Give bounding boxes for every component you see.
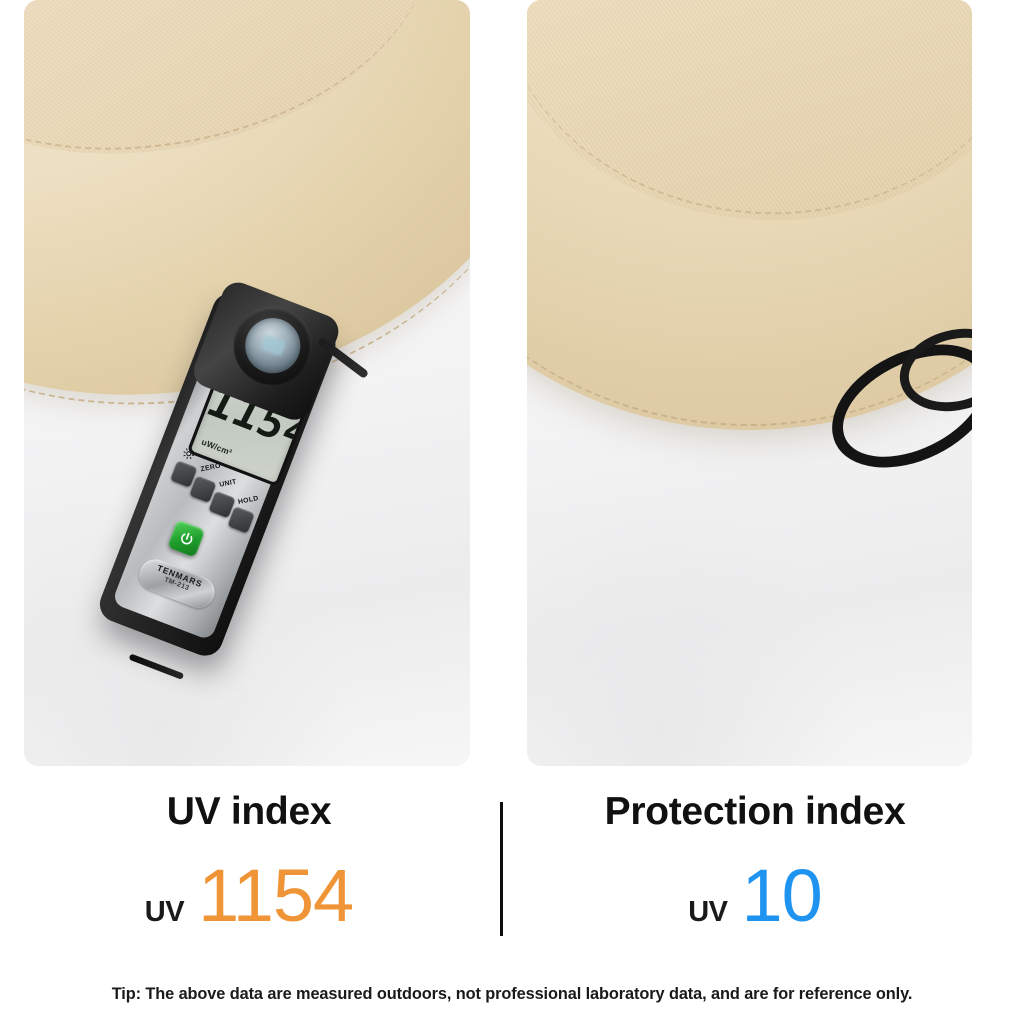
caption-area: UV index UV 1154 Protection index UV 10 <box>0 766 1024 966</box>
tip-text: Tip: The above data are measured outdoor… <box>111 985 913 1003</box>
uv-prefix-right: UV <box>688 896 728 928</box>
caption-divider <box>500 802 503 936</box>
sensor-lens-ring <box>222 295 324 397</box>
caption-title-left: UV index <box>166 790 332 833</box>
brand-badge: TENMARS TM-213 <box>134 554 220 613</box>
unit-button-label: UNIT <box>218 478 238 489</box>
lcd-unit-label: uW/cm² <box>200 437 234 458</box>
power-button[interactable] <box>167 519 206 558</box>
sensor-lens <box>237 310 309 382</box>
meter-button-row: ZERO UNIT HOLD <box>161 448 264 536</box>
photo-panel-protection-index: 0010 uW/cm² ZERO UNIT <box>527 0 972 766</box>
hold-button[interactable] <box>227 506 255 534</box>
caption-protection-index: Protection index UV 10 <box>520 766 990 937</box>
hold-button-label: HOLD <box>237 494 260 507</box>
caption-value-row-left: UV 1154 <box>14 854 484 937</box>
power-icon <box>180 532 193 544</box>
meter-faceplate: 1154 uW/cm² ZERO UNIT <box>111 343 311 680</box>
uv-value-right: 10 <box>741 854 822 937</box>
uv-prefix-left: UV <box>144 896 185 928</box>
caption-value-row-right: UV 10 <box>520 854 990 937</box>
zero-button-label: ZERO <box>200 462 222 474</box>
sun-icon <box>183 448 195 460</box>
caption-uv-index: UV index UV 1154 <box>14 766 484 937</box>
photo-panel-uv-index: 1154 uW/cm² ZERO UNIT <box>24 0 470 766</box>
caption-title-right: Protection index <box>604 790 906 833</box>
uv-value-left: 1154 <box>198 854 354 937</box>
